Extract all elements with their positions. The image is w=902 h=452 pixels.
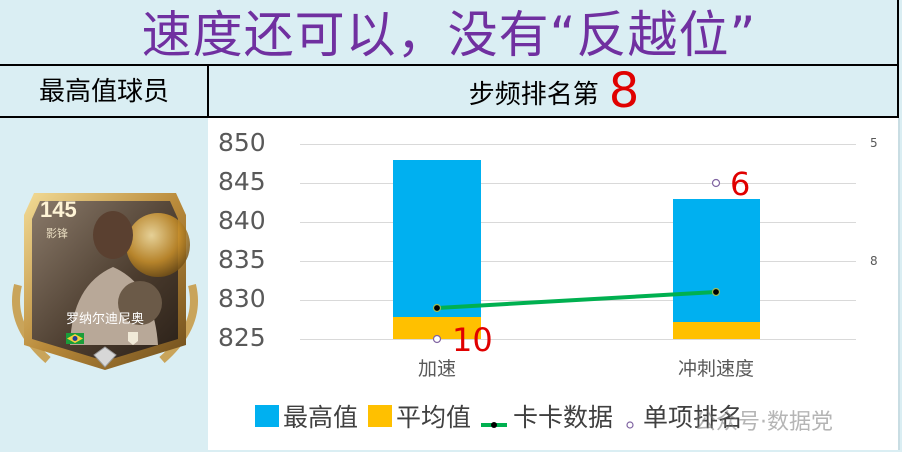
rank-label-acceleration: 10 [452, 321, 493, 359]
y-tick: 850 [218, 128, 266, 157]
bar-max-acceleration [393, 160, 481, 317]
bar-avg-acceleration [393, 317, 481, 339]
cadence-rank-value: 8 [608, 63, 640, 119]
player-card: 145 影锋 罗纳尔迪尼奥 [8, 175, 202, 375]
legend-item-avg: 平均值 [368, 398, 471, 434]
y-tick: 840 [218, 206, 266, 235]
legend-item-kaka: 卡卡数据 [481, 398, 613, 434]
gridline [300, 183, 856, 184]
cadence-rank-header: 步频排名第 8 [210, 66, 898, 116]
legend-item-rank: 单项排名 [623, 398, 743, 434]
gridline [300, 144, 856, 145]
x-label-sprint-speed: 冲刺速度 [677, 358, 754, 380]
legend-item-max: 最高值 [255, 398, 358, 434]
divider [897, 0, 899, 118]
player-rating: 145 [40, 197, 77, 222]
x-label-acceleration: 加速 [417, 358, 456, 380]
gridline [300, 222, 856, 223]
player-name: 罗纳尔迪尼奥 [66, 312, 144, 327]
y-tick: 845 [218, 167, 266, 196]
y2-tick: 5 [870, 136, 878, 150]
divider [0, 64, 898, 66]
legend-label: 最高值 [283, 403, 359, 432]
kaka-data-marker [711, 287, 721, 297]
legend-label: 单项排名 [643, 403, 744, 432]
gridline [300, 261, 856, 262]
legend-circle-marker-icon [623, 409, 637, 429]
chart-panel: 850 845 840 835 830 825 5 8 10 6 加速 冲刺速度… [208, 118, 900, 450]
best-player-header: 最高值球员 [38, 77, 169, 107]
rank-marker [711, 178, 721, 188]
kaka-data-line [436, 290, 717, 310]
chart-legend: 最高值 平均值 卡卡数据 单项排名 [255, 396, 753, 436]
legend-line-marker-icon [481, 409, 508, 428]
legend-swatch-yellow-icon [368, 405, 393, 427]
gridline [300, 339, 856, 340]
kaka-data-marker [432, 303, 442, 313]
watermark: 公众号·数据党 [694, 410, 833, 435]
bar-avg-sprint-speed [673, 322, 760, 339]
legend-swatch-blue-icon [255, 405, 279, 427]
legend-label: 卡卡数据 [513, 403, 614, 432]
y-tick: 825 [218, 323, 266, 352]
divider [207, 64, 209, 118]
divider [0, 116, 898, 118]
legend-label: 平均值 [396, 403, 472, 432]
rank-label-sprint-speed: 6 [730, 165, 751, 203]
player-card-art-icon: 145 影锋 罗纳尔迪尼奥 [12, 193, 198, 370]
bar-max-sprint-speed [673, 199, 760, 322]
rank-marker [432, 334, 442, 344]
page-title: 速度还可以，没有“反越位” [141, 6, 757, 64]
y-tick: 830 [218, 284, 266, 313]
cadence-rank-label: 步频排名第 [468, 80, 599, 110]
series-overlay [432, 178, 721, 344]
y2-tick: 8 [870, 254, 878, 268]
y-tick: 835 [218, 245, 266, 274]
player-position: 影锋 [46, 227, 68, 240]
